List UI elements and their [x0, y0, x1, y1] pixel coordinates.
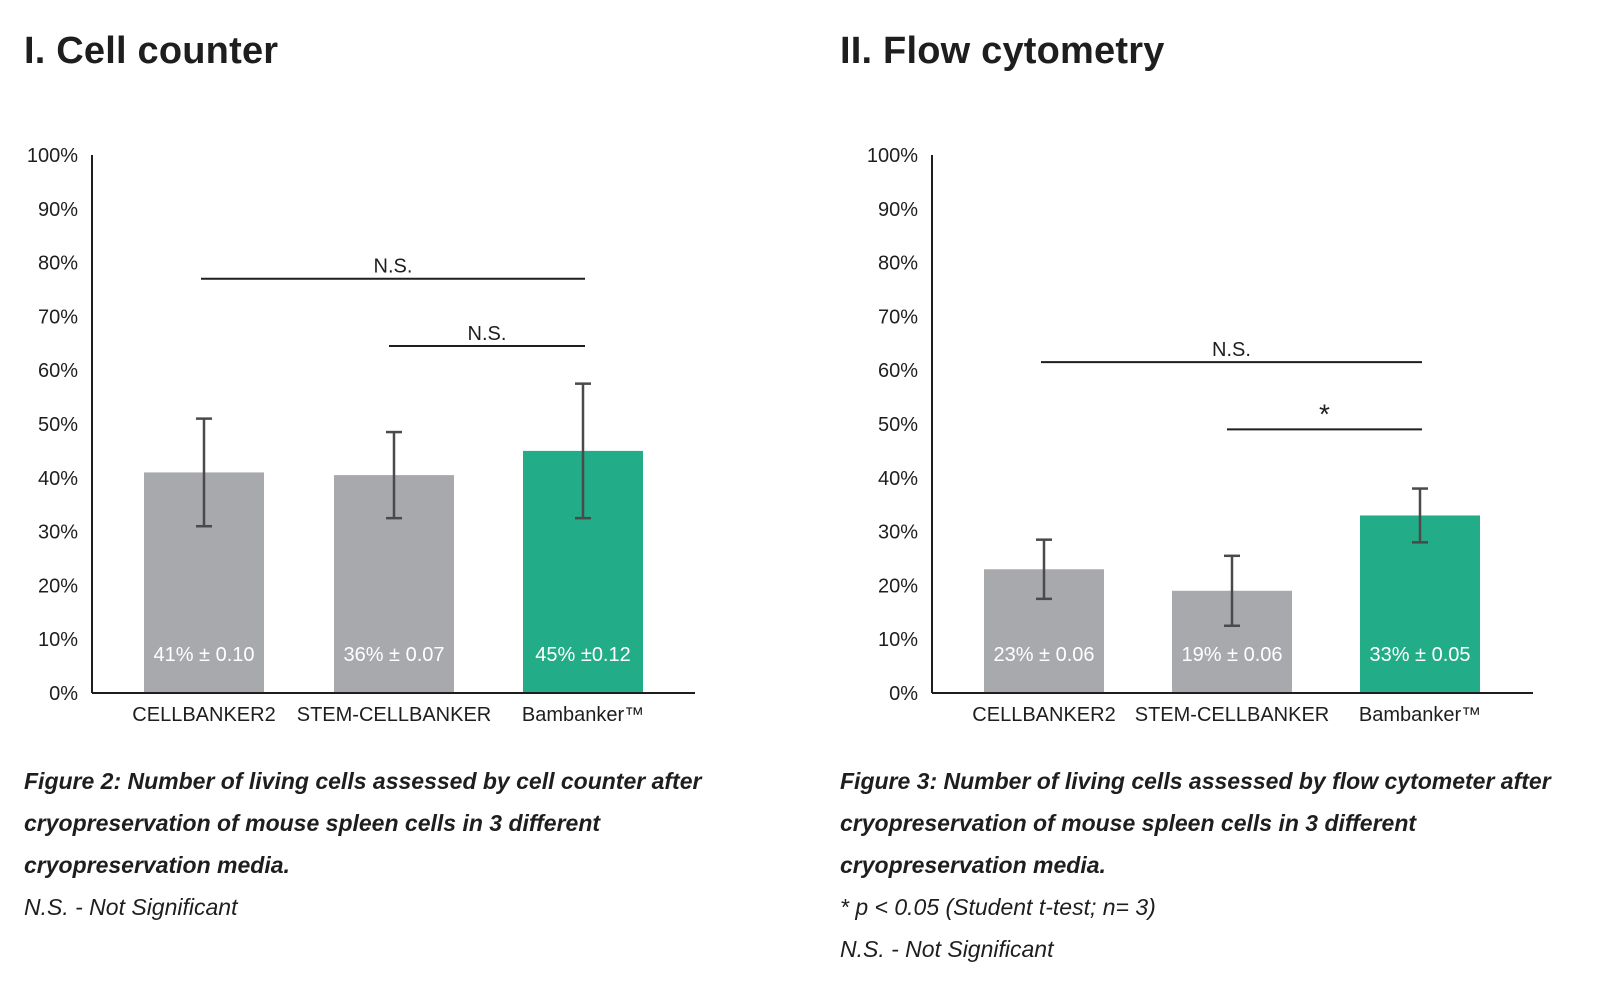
cell-counter-chart: 41% ± 0.10 36% ± 0.07 45% ±0.12 0% 10% 20% 30%… [27, 145, 695, 726]
y-tick-label: 10% [38, 629, 78, 651]
flow-cytometry-chart: 23% ± 0.06 19% ± 0.06 33% ± 0.05 0% 10% 20% 30… [867, 145, 1533, 726]
y-tick-label: 50% [878, 414, 918, 436]
y-tick-label: 90% [38, 199, 78, 221]
panel-title: II. Flow cytometry [840, 30, 1165, 72]
bar [1360, 515, 1480, 693]
significance-label: * [1319, 398, 1330, 429]
data-label: 19% ± 0.06 [1181, 644, 1282, 666]
figure-caption: Figure 3: Number of living cells assesse… [840, 760, 1580, 970]
y-tick-label: 80% [38, 253, 78, 275]
cell-counter-panel: I. Cell counter 41% ± 0.10 36% ± 0.07 45% … [24, 30, 764, 928]
data-label: 41% ± 0.10 [153, 644, 254, 666]
x-tick-label: Bambanker™ [1359, 704, 1481, 726]
y-tick-label: 100% [27, 145, 78, 167]
x-tick-label: STEM-CELLBANKER [297, 704, 492, 726]
y-tick-label: 60% [878, 360, 918, 382]
significance-label: N.S. [468, 323, 507, 345]
data-label: 45% ±0.12 [535, 644, 631, 666]
y-tick-label: 60% [38, 360, 78, 382]
data-label: 23% ± 0.06 [993, 644, 1094, 666]
y-tick-label: 0% [49, 683, 78, 705]
y-tick-label: 70% [38, 306, 78, 328]
y-tick-label: 90% [878, 199, 918, 221]
y-tick-label: 30% [38, 522, 78, 544]
y-tick-label: 0% [889, 683, 918, 705]
y-tick-label: 40% [38, 468, 78, 490]
y-tick-label: 40% [878, 468, 918, 490]
y-tick-label: 30% [878, 522, 918, 544]
y-tick-label: 50% [38, 414, 78, 436]
y-tick-label: 20% [878, 575, 918, 597]
caption-text: Figure 3: Number of living cells assesse… [840, 768, 1551, 878]
data-label: 36% ± 0.07 [343, 644, 444, 666]
y-tick-label: 80% [878, 253, 918, 275]
x-tick-label: STEM-CELLBANKER [1135, 704, 1330, 726]
x-tick-label: Bambanker™ [522, 704, 644, 726]
caption-text: Figure 2: Number of living cells assesse… [24, 768, 702, 878]
y-tick-label: 20% [38, 575, 78, 597]
flow-cytometry-panel: II. Flow cytometry 23% ± 0.06 19% ± 0.06 3… [800, 0, 1600, 991]
x-tick-label: CELLBANKER2 [972, 704, 1115, 726]
x-tick-label: CELLBANKER2 [132, 704, 275, 726]
y-tick-label: 70% [878, 306, 918, 328]
caption-note: N.S. - Not Significant [24, 894, 238, 920]
significance-label: N.S. [1212, 339, 1251, 361]
figure-caption: Figure 2: Number of living cells assesse… [24, 760, 764, 928]
caption-note: N.S. - Not Significant [840, 936, 1054, 962]
caption-note: * p < 0.05 (Student t-test; n= 3) [840, 894, 1156, 920]
significance-label: N.S. [374, 256, 413, 278]
data-label: 33% ± 0.05 [1369, 644, 1470, 666]
panel-title: I. Cell counter [24, 30, 279, 72]
y-tick-label: 10% [878, 629, 918, 651]
y-tick-label: 100% [867, 145, 918, 167]
